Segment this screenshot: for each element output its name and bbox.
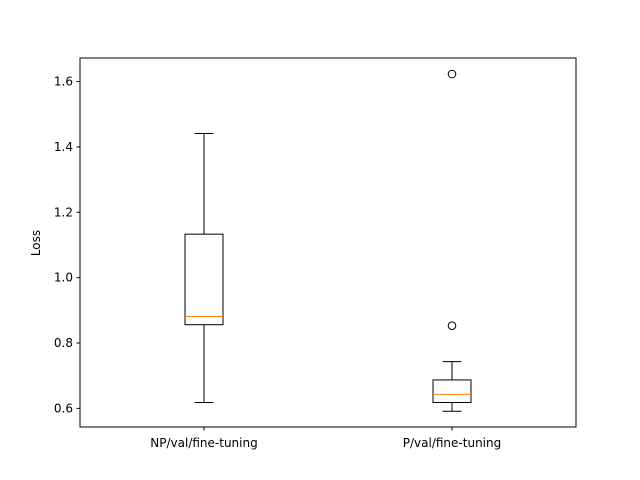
y-axis: 0.6 0.8 1.0 1.2 1.4 1.6: [54, 75, 80, 415]
boxes-group: [184, 69, 472, 412]
outlier-point: [447, 321, 457, 330]
y-axis-label: Loss: [29, 230, 43, 256]
y-tick-label: 0.6: [54, 401, 73, 415]
box-2: [432, 69, 472, 412]
y-tick-label: 1.2: [54, 205, 73, 219]
y-tick-label: 1.6: [54, 75, 73, 89]
iqr-box: [184, 233, 224, 326]
x-tick-label: P/val/fine-tuning: [403, 436, 501, 450]
iqr-box: [432, 379, 472, 403]
y-tick-label: 0.8: [54, 336, 73, 350]
outlier-point: [447, 69, 457, 79]
x-axis: NP/val/fine-tuning P/val/fine-tuning: [150, 427, 501, 450]
y-tick-label: 1.0: [54, 271, 73, 285]
plot-area: [79, 57, 577, 428]
box-1: [184, 132, 224, 403]
y-tick-label: 1.4: [54, 140, 73, 154]
x-tick-label: NP/val/fine-tuning: [150, 436, 257, 450]
